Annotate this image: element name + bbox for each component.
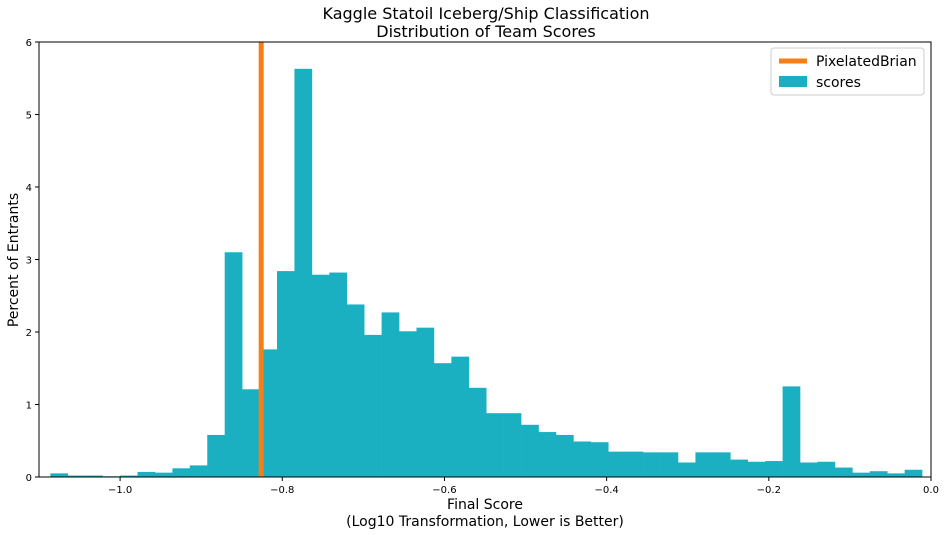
histogram-bar	[817, 461, 836, 477]
histogram-bar	[137, 471, 156, 477]
histogram-bar	[730, 459, 749, 477]
histogram-bar	[346, 304, 365, 477]
histogram-bar	[643, 452, 661, 477]
x-tick-label: −0.2	[757, 485, 781, 496]
histogram-bar	[695, 452, 714, 477]
histogram-bar	[834, 467, 853, 477]
legend: PixelatedBrian scores	[770, 47, 925, 96]
chart-title: Kaggle Statoil Iceberg/Ship Classificati…	[322, 4, 649, 23]
histogram-bar	[712, 452, 731, 477]
histogram-bar	[364, 334, 382, 477]
histogram-bar	[311, 274, 330, 477]
histogram-bar	[381, 312, 400, 477]
y-tick-label: 5	[26, 111, 32, 122]
histogram-bar	[277, 271, 295, 477]
x-tick-label: −1.0	[108, 485, 132, 496]
x-tick-label: −0.4	[594, 485, 618, 496]
legend-swatch-scores	[779, 76, 807, 87]
histogram-bar	[242, 389, 260, 477]
histogram-bar	[154, 472, 173, 477]
histogram-bar	[608, 451, 626, 478]
histogram-bar	[590, 442, 609, 477]
histogram-bar	[259, 349, 278, 477]
y-tick-label: 0	[26, 473, 32, 484]
histogram-bar	[50, 473, 69, 478]
histogram-bar	[172, 468, 191, 477]
legend-box	[770, 47, 925, 96]
histogram-bar	[538, 432, 557, 477]
histogram-bars	[50, 68, 923, 478]
histogram-bar	[416, 327, 435, 477]
histogram-bar	[67, 475, 86, 477]
histogram-bar	[451, 356, 470, 477]
x-axis-label-note: (Log10 Transformation, Lower is Better)	[346, 514, 624, 530]
histogram-bar	[120, 475, 138, 477]
histogram-bar	[468, 387, 487, 477]
y-tick-label: 1	[26, 401, 32, 412]
histogram-bar	[294, 68, 313, 477]
histogram-bar	[329, 272, 348, 477]
histogram-bar	[399, 331, 417, 477]
histogram-bar	[765, 461, 783, 477]
histogram-bar	[224, 252, 243, 477]
y-tick-label: 4	[26, 183, 32, 194]
histogram-bar	[660, 452, 679, 477]
histogram-bar	[678, 462, 696, 477]
histogram-bar	[573, 441, 592, 477]
chart-subtitle: Distribution of Team Scores	[376, 22, 595, 41]
histogram-bar	[869, 471, 888, 477]
histogram-bar	[433, 363, 452, 477]
histogram-bar	[521, 424, 539, 477]
histogram-bar	[782, 386, 801, 478]
y-tick-label: 3	[26, 256, 32, 267]
x-tick-label: 0.0	[923, 485, 939, 496]
histogram-bar	[189, 465, 208, 477]
histogram-bar	[503, 413, 522, 477]
x-axis-label: Final Score	[447, 497, 523, 513]
y-tick-label: 2	[26, 328, 32, 339]
histogram-bar	[625, 451, 644, 478]
x-axis-ticks: −1.0 −0.8 −0.6 −0.4 −0.2 0.0	[108, 477, 939, 496]
histogram-bar	[904, 469, 923, 477]
x-tick-label: −0.6	[432, 485, 456, 496]
legend-label-scores: scores	[816, 75, 861, 91]
histogram-bar	[85, 475, 103, 477]
histogram-bar	[486, 413, 504, 477]
legend-label-pixelatedbrian: PixelatedBrian	[816, 54, 917, 70]
y-axis-ticks: 0 1 2 3 4 5 6	[26, 38, 39, 484]
histogram-bar	[800, 462, 818, 477]
histogram-bar	[747, 461, 766, 477]
x-tick-label: −0.8	[270, 485, 294, 496]
y-axis-label: Percent of Entrants	[6, 193, 22, 327]
histogram-bar	[207, 434, 225, 477]
histogram-bar	[887, 473, 905, 478]
histogram-bar	[555, 434, 574, 477]
y-tick-label: 6	[26, 38, 32, 49]
histogram-bar	[852, 472, 871, 477]
